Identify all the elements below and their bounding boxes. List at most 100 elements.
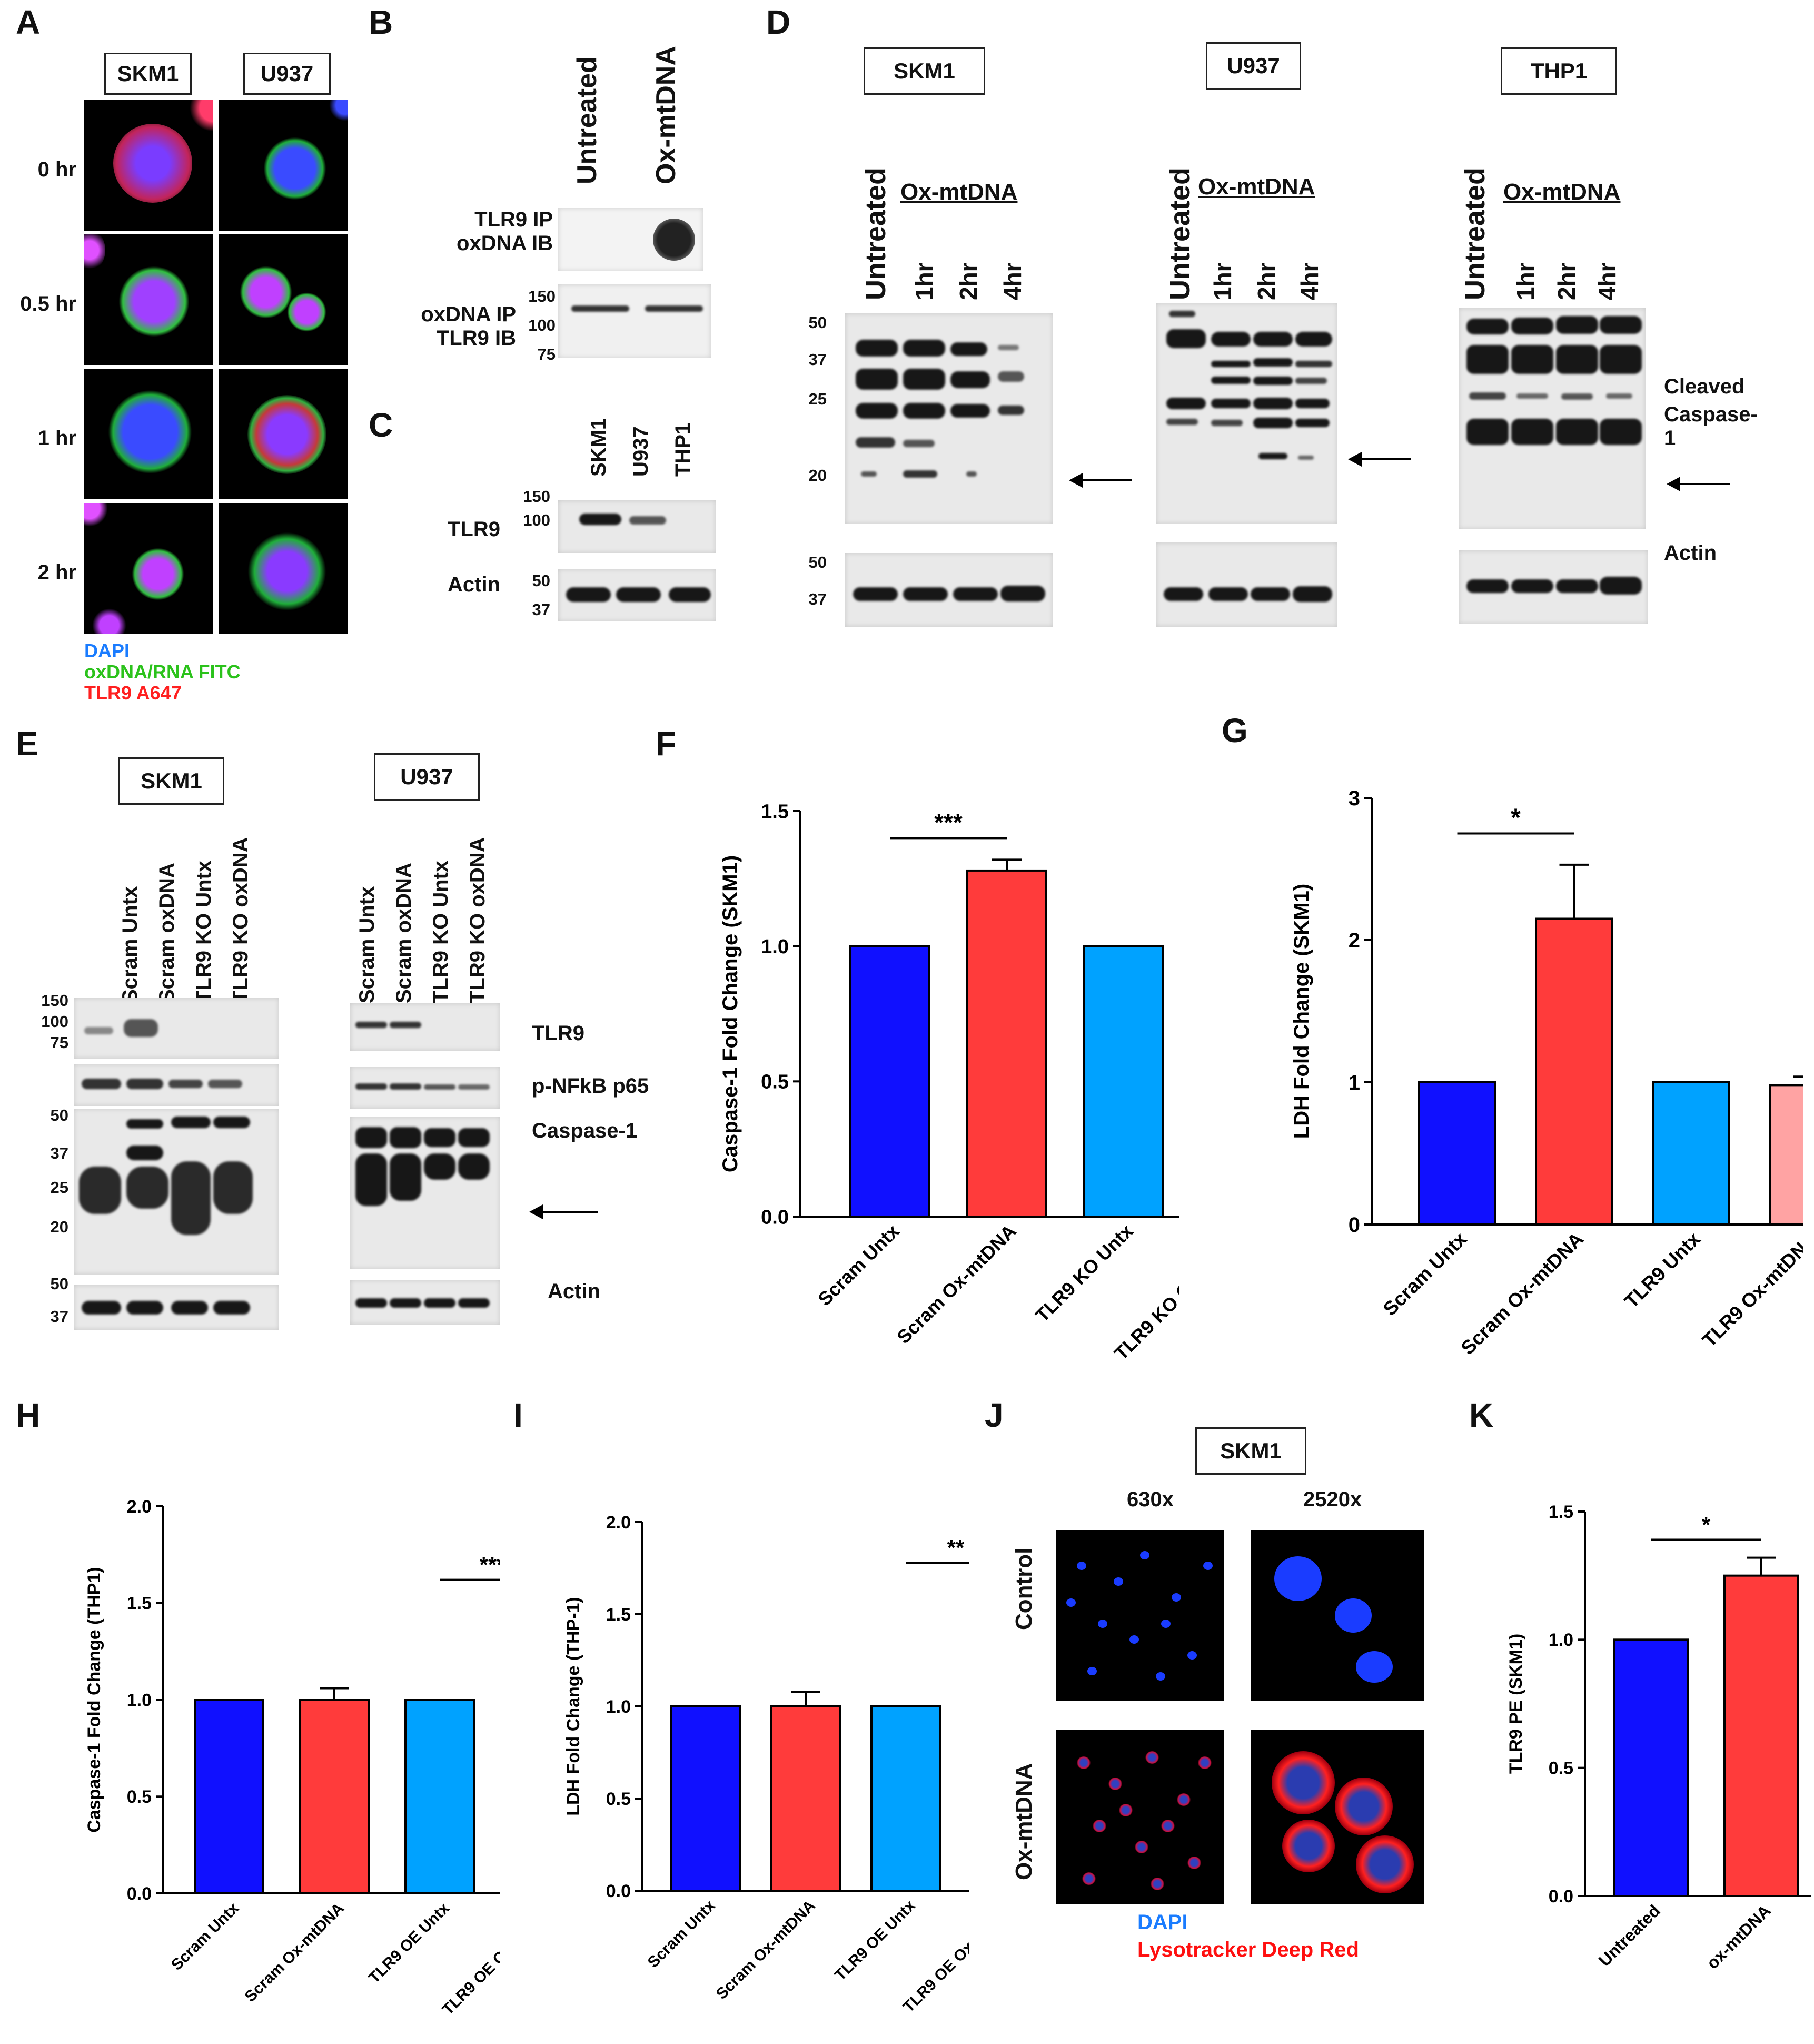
category-label: Scram Untx [168, 1899, 242, 1973]
significance-label: * [1702, 1513, 1711, 1537]
y-tick-label: 0.0 [1549, 1887, 1573, 1907]
y-tick-label: 0.0 [606, 1881, 631, 1901]
panel-e-mw-50b: 50 [50, 1275, 68, 1293]
panel-letter-g: G [1222, 712, 1248, 749]
panel-e-box-u937: U937 [374, 753, 480, 801]
panel-d-mw-20: 20 [808, 466, 827, 485]
micrograph-u937-0hr [219, 100, 348, 231]
bar [194, 1699, 264, 1894]
panel-a-legend-dapi: DAPI [84, 640, 130, 661]
panel-e-mw-150: 150 [41, 991, 68, 1010]
y-tick-label: 0.5 [1549, 1759, 1573, 1779]
micrograph-oxmtdna-2520x [1251, 1730, 1424, 1904]
y-tick-label: 1.5 [1549, 1502, 1573, 1522]
panel-letter-i: I [513, 1396, 523, 1434]
panel-e-u937-lane3: TLR9 KO Untx [429, 860, 452, 1003]
bar [299, 1699, 370, 1894]
significance-label: ** [947, 1535, 965, 1560]
panel-c-mw-150: 150 [523, 487, 550, 506]
panel-e-mw-100: 100 [41, 1012, 68, 1031]
panel-d-skm1-oxmtdna: Ox-mtDNA [900, 179, 1018, 205]
panel-b-lane-untreated: Untreated [572, 56, 602, 184]
panel-d-mw-50: 50 [808, 313, 827, 332]
panel-b-mw-100: 100 [528, 316, 556, 334]
panel-a-col-skm1: SKM1 [104, 53, 192, 95]
micrograph-skm1-2hr [84, 503, 213, 634]
panel-a-row-05hr: 0.5 hr [20, 292, 76, 315]
panel-e-mw-50: 50 [50, 1106, 68, 1124]
panel-d-actin-label: Actin [1664, 541, 1717, 565]
category-label: Scram Ox-mtDNA [242, 1900, 348, 2006]
panel-e-mw-37: 37 [50, 1144, 68, 1162]
panel-d-thp1-blot-casp1 [1459, 308, 1646, 529]
significance-label: * [1511, 804, 1521, 832]
panel-d-u937-1hr: 1hr [1209, 262, 1236, 300]
category-label: Scram Ox-mtDNA [713, 1897, 819, 2003]
panel-letter-d: D [766, 3, 791, 41]
chart-g: 0 1 2 3 LDH Fold Change (SKM1) Scram UntxScra… [1290, 787, 1803, 1359]
panel-a-row-1hr: 1 hr [37, 427, 76, 450]
panel-e-row-nfkb: p-NFkB p65 [532, 1074, 649, 1098]
panel-d-u937-untreated: Untreated [1164, 167, 1196, 300]
panel-c-lane-u937: U937 [629, 426, 652, 477]
panel-e-skm1-lane4: TLR9 KO oxDNA [229, 837, 252, 1003]
category-label: Scram Untx [1379, 1228, 1471, 1320]
panel-e-u937-blot-nfkb [350, 1067, 500, 1109]
panel-e-skm1-blot-actin [74, 1285, 279, 1330]
panel-d-u937-2hr: 2hr [1253, 262, 1280, 300]
panel-c-row-tlr9: TLR9 [448, 518, 500, 541]
panel-e-row-tlr9: TLR9 [532, 1022, 584, 1045]
panel-b-row2-l2: TLR9 IB [436, 327, 516, 350]
panel-a-legend-fitc: oxDNA/RNA FITC [84, 661, 241, 683]
panel-e-skm1-lane1: Scram Untx [118, 886, 142, 1003]
bar [966, 869, 1047, 1218]
y-tick-label: 1.0 [761, 936, 789, 958]
panel-e-skm1-lane3: TLR9 KO Untx [192, 860, 215, 1003]
bar [1723, 1574, 1799, 1897]
bar [404, 1699, 475, 1894]
panel-d-skm1-blot-casp1 [845, 313, 1053, 524]
panel-j-mag-630x: 630x [1127, 1488, 1174, 1511]
panel-e-row-actin: Actin [548, 1280, 600, 1303]
panel-d-thp1-4hr: 4hr [1593, 262, 1621, 300]
category-label: TLR9 OE Untx [831, 1897, 919, 1984]
y-axis-label: TLR9 PE (SKM1) [1506, 1634, 1526, 1774]
panel-j-row-control: Control [1011, 1547, 1037, 1630]
panel-letter-a: A [16, 3, 41, 41]
category-label: Scram Untx [814, 1220, 903, 1310]
panel-j-legend-dapi: DAPI [1137, 1911, 1188, 1934]
panel-c-row-actin: Actin [448, 573, 500, 596]
category-label: ox-mtDNA [1703, 1901, 1775, 1972]
y-tick-label: 2 [1349, 929, 1360, 952]
y-tick-label: 0.5 [127, 1787, 152, 1807]
panel-d-thp1-oxmtdna: Ox-mtDNA [1503, 179, 1621, 205]
category-label: TLR9 KO Untx [1031, 1220, 1137, 1327]
panel-b-row1-l1: TLR9 IP [474, 208, 553, 231]
panel-c-mw-50: 50 [532, 571, 550, 590]
bar [870, 1705, 941, 1892]
y-axis-label: LDH Fold Change (THP-1) [563, 1597, 583, 1816]
y-tick-label: 0.0 [761, 1206, 789, 1228]
significance-label: *** [479, 1553, 500, 1577]
category-label: TLR9 Untx [1620, 1228, 1704, 1312]
panel-e-u937-lane4: TLR9 KO oxDNA [466, 837, 489, 1003]
panel-d-skm1-arrow-shaft [1079, 479, 1132, 481]
panel-e-mw-37b: 37 [50, 1307, 68, 1326]
category-label: Scram Ox-mtDNA [893, 1220, 1020, 1348]
panel-e-mw-20: 20 [50, 1218, 68, 1236]
micrograph-u937-05hr [219, 234, 348, 365]
bar [1535, 917, 1613, 1226]
chart-k: 0.0 0.5 1.0 1.5 TLR9 PE (SKM1) Untreated ox-mt… [1506, 1502, 1811, 1973]
y-tick-label: 1.0 [1549, 1630, 1573, 1650]
micrograph-skm1-1hr [84, 369, 213, 499]
y-tick-label: 0.5 [761, 1071, 789, 1093]
panel-letter-k: K [1469, 1396, 1494, 1434]
bar [1418, 1081, 1496, 1226]
panel-d-thp1-2hr: 2hr [1553, 262, 1580, 300]
micrograph-control-630x [1056, 1530, 1224, 1701]
y-tick-label: 2.0 [127, 1497, 152, 1517]
y-tick-label: 0 [1349, 1213, 1360, 1237]
panel-letter-c: C [369, 406, 393, 444]
panel-d-thp1-arrow-shaft [1677, 483, 1730, 485]
panel-d-skm1-2hr: 2hr [955, 262, 982, 300]
